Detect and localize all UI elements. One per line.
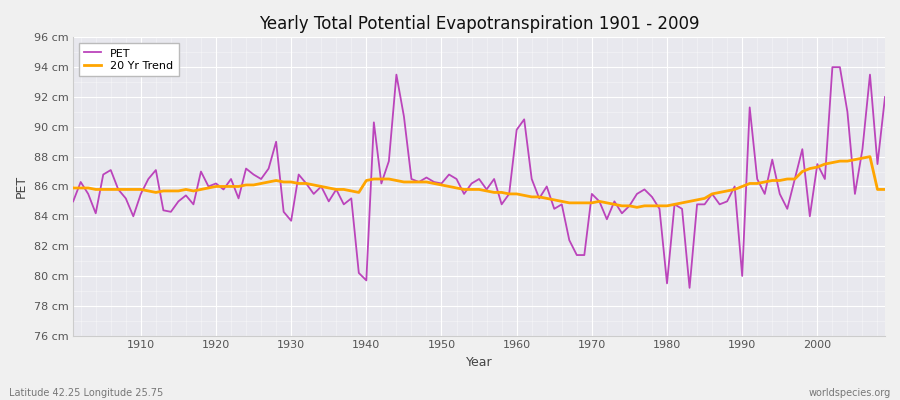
PET	[338, 202, 349, 207]
20 Yr Trend	[338, 187, 349, 192]
Line: 20 Yr Trend: 20 Yr Trend	[73, 157, 885, 207]
Text: worldspecies.org: worldspecies.org	[809, 388, 891, 398]
20 Yr Trend	[632, 205, 643, 210]
Legend: PET, 20 Yr Trend: PET, 20 Yr Trend	[78, 43, 178, 76]
20 Yr Trend	[865, 154, 876, 159]
PET	[684, 286, 695, 290]
PET	[827, 65, 838, 70]
PET	[511, 127, 522, 132]
20 Yr Trend	[128, 187, 139, 192]
PET	[293, 172, 304, 177]
20 Yr Trend	[504, 192, 515, 196]
PET	[504, 192, 515, 196]
20 Yr Trend	[511, 192, 522, 196]
20 Yr Trend	[68, 186, 78, 190]
PET	[68, 199, 78, 204]
PET	[601, 217, 612, 222]
20 Yr Trend	[293, 181, 304, 186]
20 Yr Trend	[879, 187, 890, 192]
Title: Yearly Total Potential Evapotranspiration 1901 - 2009: Yearly Total Potential Evapotranspiratio…	[259, 15, 699, 33]
PET	[128, 214, 139, 219]
PET	[879, 94, 890, 99]
X-axis label: Year: Year	[466, 356, 492, 369]
Line: PET: PET	[73, 67, 885, 288]
Y-axis label: PET: PET	[15, 175, 28, 198]
20 Yr Trend	[601, 200, 612, 205]
Text: Latitude 42.25 Longitude 25.75: Latitude 42.25 Longitude 25.75	[9, 388, 163, 398]
